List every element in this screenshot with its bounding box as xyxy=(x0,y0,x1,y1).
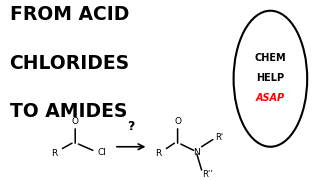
Text: Cl: Cl xyxy=(98,148,107,157)
Text: CHLORIDES: CHLORIDES xyxy=(10,54,130,73)
Text: R': R' xyxy=(215,133,223,142)
Text: O: O xyxy=(174,117,181,126)
Text: N: N xyxy=(193,148,200,157)
Text: R: R xyxy=(51,149,58,158)
Text: HELP: HELP xyxy=(256,73,284,83)
Text: R: R xyxy=(155,149,162,158)
Text: TO AMIDES: TO AMIDES xyxy=(10,102,127,121)
Text: FROM ACID: FROM ACID xyxy=(10,5,129,24)
Text: ?: ? xyxy=(127,120,134,133)
Text: CHEM: CHEM xyxy=(255,53,286,63)
Text: ASAP: ASAP xyxy=(256,93,285,103)
Text: R’’: R’’ xyxy=(203,170,213,179)
Text: O: O xyxy=(72,117,79,126)
